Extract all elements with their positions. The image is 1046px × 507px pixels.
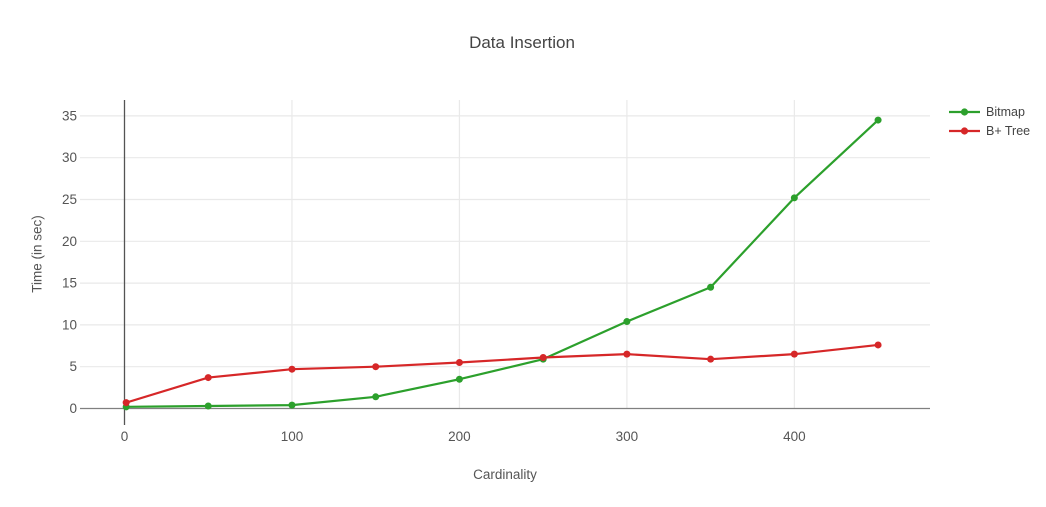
data-point-b-tree[interactable] bbox=[539, 354, 547, 362]
legend-label: Bitmap bbox=[986, 105, 1025, 119]
x-tick-label: 300 bbox=[616, 429, 639, 444]
data-point-b-tree[interactable] bbox=[874, 341, 882, 349]
legend-item-bitmap[interactable]: Bitmap bbox=[948, 105, 1030, 119]
data-point-bitmap[interactable] bbox=[623, 318, 631, 326]
chart-title: Data Insertion bbox=[469, 33, 575, 52]
y-tick-label: 30 bbox=[62, 150, 77, 165]
y-tick-label: 35 bbox=[62, 108, 77, 123]
data-point-b-tree[interactable] bbox=[204, 374, 212, 382]
legend-item-bplus-tree[interactable]: B+ Tree bbox=[948, 124, 1030, 138]
data-point-bitmap[interactable] bbox=[790, 194, 798, 202]
y-tick-label: 5 bbox=[69, 359, 77, 374]
data-point-bitmap[interactable] bbox=[204, 402, 212, 410]
data-point-b-tree[interactable] bbox=[372, 363, 380, 371]
data-point-b-tree[interactable] bbox=[707, 355, 715, 363]
data-point-bitmap[interactable] bbox=[707, 283, 715, 291]
series-line-b-tree bbox=[125, 343, 879, 404]
y-tick-label: 10 bbox=[62, 317, 77, 332]
x-tick-label: 200 bbox=[448, 429, 471, 444]
x-tick-label: 400 bbox=[783, 429, 806, 444]
legend-label: B+ Tree bbox=[986, 124, 1031, 138]
x-tick-label: 100 bbox=[281, 429, 304, 444]
series-line-bitmap bbox=[126, 119, 879, 408]
data-point-b-tree[interactable] bbox=[122, 399, 130, 407]
data-point-bitmap[interactable] bbox=[455, 375, 463, 383]
legend: Bitmap B+ Tree bbox=[948, 105, 1030, 138]
data-point-bitmap[interactable] bbox=[288, 401, 296, 409]
data-point-b-tree[interactable] bbox=[623, 350, 631, 358]
legend-swatch-dot bbox=[960, 108, 969, 116]
data-point-bitmap[interactable] bbox=[372, 393, 380, 401]
y-tick-label: 20 bbox=[62, 234, 77, 249]
data-point-bitmap[interactable] bbox=[874, 116, 882, 124]
y-tick-label: 25 bbox=[62, 192, 77, 207]
y-tick-label: 0 bbox=[69, 401, 77, 416]
legend-swatch-dot bbox=[960, 127, 969, 135]
data-point-b-tree[interactable] bbox=[288, 365, 296, 373]
data-point-b-tree[interactable] bbox=[790, 350, 798, 358]
x-tick-label: 0 bbox=[121, 429, 129, 444]
x-axis-title: Cardinality bbox=[473, 467, 537, 482]
y-axis-title: Time (in sec) bbox=[29, 215, 45, 293]
data-point-b-tree[interactable] bbox=[455, 359, 463, 367]
y-tick-label: 15 bbox=[62, 276, 77, 291]
